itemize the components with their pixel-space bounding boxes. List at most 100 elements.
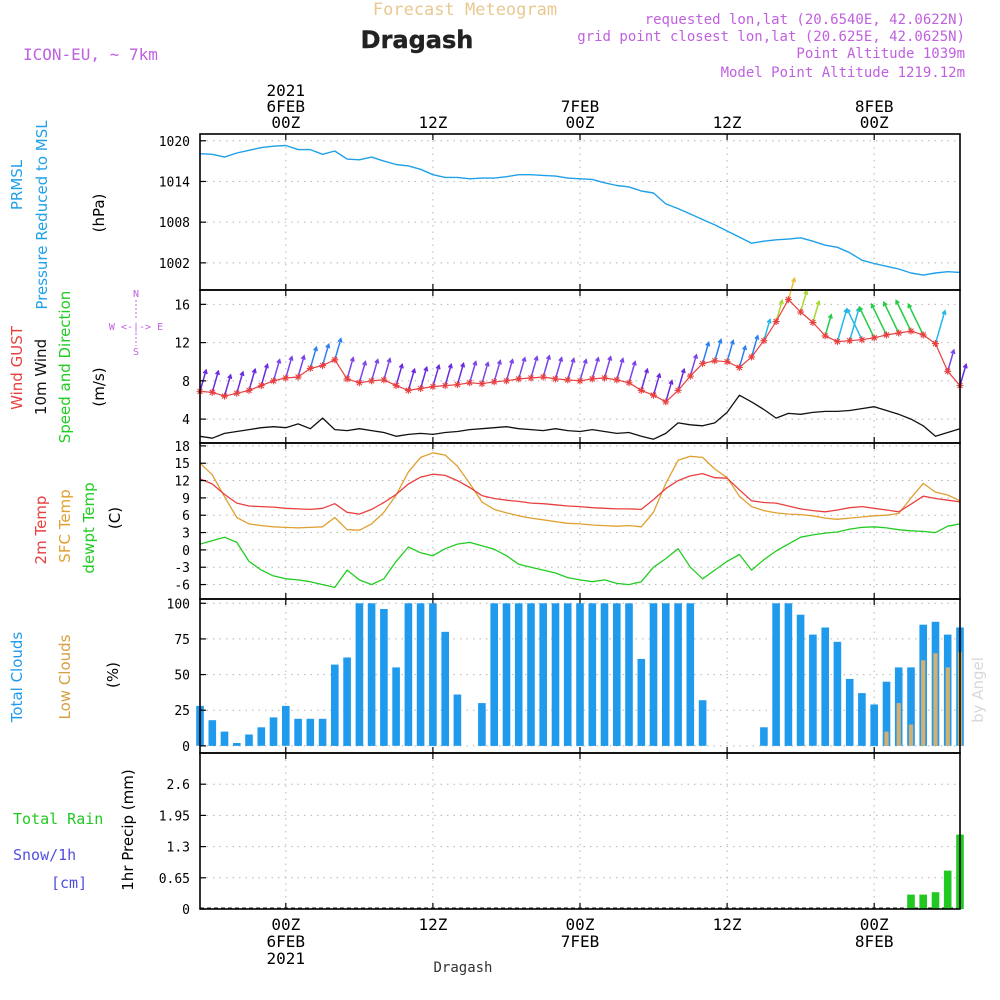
wind-arrow-head [386, 357, 392, 363]
gust-marker [453, 381, 461, 389]
wind-arrow-head [276, 358, 282, 364]
dewpoint-line [199, 523, 961, 589]
compass-north: N [133, 289, 139, 300]
wind-10m-label: 10m Wind [32, 339, 50, 415]
wind-arrow-head [337, 337, 343, 343]
wind-arrow-head [472, 360, 478, 366]
y-tick-label: 50 [174, 669, 190, 684]
wind-arrow-head [484, 361, 490, 367]
wind-arrow-head [778, 298, 784, 305]
y-tick-label: 100 [167, 597, 190, 612]
wind-arrow [567, 358, 575, 381]
wind-marks [196, 296, 964, 440]
wind-speed-dir-label: Speed and Direction [56, 291, 74, 444]
pressure-label-prmsl: PRMSL [8, 159, 26, 210]
wind-arrow-head [705, 341, 711, 347]
wind-arrow [689, 354, 698, 377]
low-cloud-bar [884, 731, 889, 746]
bottom-time-label: 2021 [267, 949, 306, 968]
wind-arrow [652, 373, 661, 396]
total-cloud-bar [294, 718, 302, 746]
wind-arrow-head [423, 365, 429, 372]
total-cloud-bar [882, 681, 891, 746]
wind-arrow-head [558, 356, 564, 362]
gust-marker [380, 376, 388, 384]
wind-arrow [846, 308, 863, 341]
gust-marker [931, 340, 939, 348]
wind-arrow [628, 361, 636, 383]
compass-south: S [133, 347, 139, 358]
wind-arrow [309, 347, 318, 369]
total-cloud-bar [220, 731, 229, 746]
total-cloud-bar [269, 717, 278, 746]
wind-direction-arrows [199, 276, 968, 403]
temperature-panel: -6 -3 0 3 6 9 12 15 18 2m Temp SFC Temp dewpt Te… [32, 440, 961, 600]
snow-unit-label: [cm] [51, 874, 87, 892]
total-cloud-bar [282, 705, 290, 746]
gust-marker [833, 338, 841, 346]
total-cloud-bar [306, 718, 315, 746]
wind-arrow [444, 364, 452, 386]
precip-unit-label: 1hr Precip (mm) [119, 769, 137, 890]
total-cloud-bar [796, 614, 805, 746]
sfc-temp-line [199, 452, 961, 531]
wind-arrow-head [374, 358, 380, 364]
low-cloud-bar [908, 724, 914, 746]
total-cloud-bar [392, 667, 400, 746]
gust-marker [466, 379, 474, 387]
snow-label: Snow/1h [13, 846, 76, 864]
gust-marker [270, 377, 278, 385]
wind-grid [200, 290, 960, 443]
temperature-grid [200, 443, 960, 599]
wind-arrow [456, 363, 465, 385]
gust-marker [699, 360, 707, 368]
wind-arrow-head [398, 363, 404, 369]
gust-marker [919, 331, 927, 339]
wind-arrow-head [656, 372, 662, 379]
total-cloud-bar [380, 609, 388, 746]
gust-marker [319, 362, 327, 370]
y-tick-label: 2.6 [167, 778, 190, 793]
wind-arrow [701, 342, 710, 364]
wind-arrow-head [742, 344, 748, 351]
top-time-axis: 20216FEB00Z12Z7FEB00Z12Z8FEB00Z12Z [267, 81, 894, 132]
wind-arrow-head [411, 367, 417, 374]
wind-arrow-head [962, 363, 968, 369]
total-cloud-bar [490, 603, 498, 746]
wind-arrow-head [631, 360, 637, 366]
gust-marker [282, 374, 290, 382]
total-cloud-bar [453, 694, 462, 746]
wind-arrow [836, 308, 848, 342]
wind-arrow-head [349, 356, 355, 362]
gust-marker [441, 382, 449, 390]
wind-arrow [358, 361, 367, 383]
top-time-label: 2021 [267, 81, 306, 100]
wind-arrow [677, 369, 685, 391]
top-time-label: 00Z [566, 113, 595, 132]
gust-marker [674, 386, 682, 394]
bottom-time-label: 12Z [713, 915, 742, 934]
gust-marker [404, 386, 412, 394]
wind-arrow [907, 304, 924, 336]
gust-marker [257, 382, 265, 390]
low-cloud-bar [921, 660, 926, 746]
total-cloud-bar [858, 693, 866, 746]
gust-marker [625, 379, 633, 387]
wind-arrow-head [754, 334, 760, 340]
total-cloud-bar [404, 603, 413, 746]
precip-frame [199, 752, 961, 910]
gust-marker [233, 389, 241, 397]
wind-arrow-head [607, 355, 613, 361]
total-cloud-bar [527, 603, 535, 746]
low-cloud-bar [933, 653, 938, 746]
gust-marker [821, 332, 829, 340]
wind-arrow-head [509, 358, 515, 364]
total-cloud-bar [429, 603, 437, 746]
total-cloud-bar [257, 727, 266, 746]
gust-marker [772, 318, 780, 326]
gust-marker [748, 353, 756, 361]
wind-y-ticks: 4 8 12 16 [174, 298, 206, 428]
gust-marker [895, 329, 903, 337]
wind-arrow [934, 310, 946, 344]
